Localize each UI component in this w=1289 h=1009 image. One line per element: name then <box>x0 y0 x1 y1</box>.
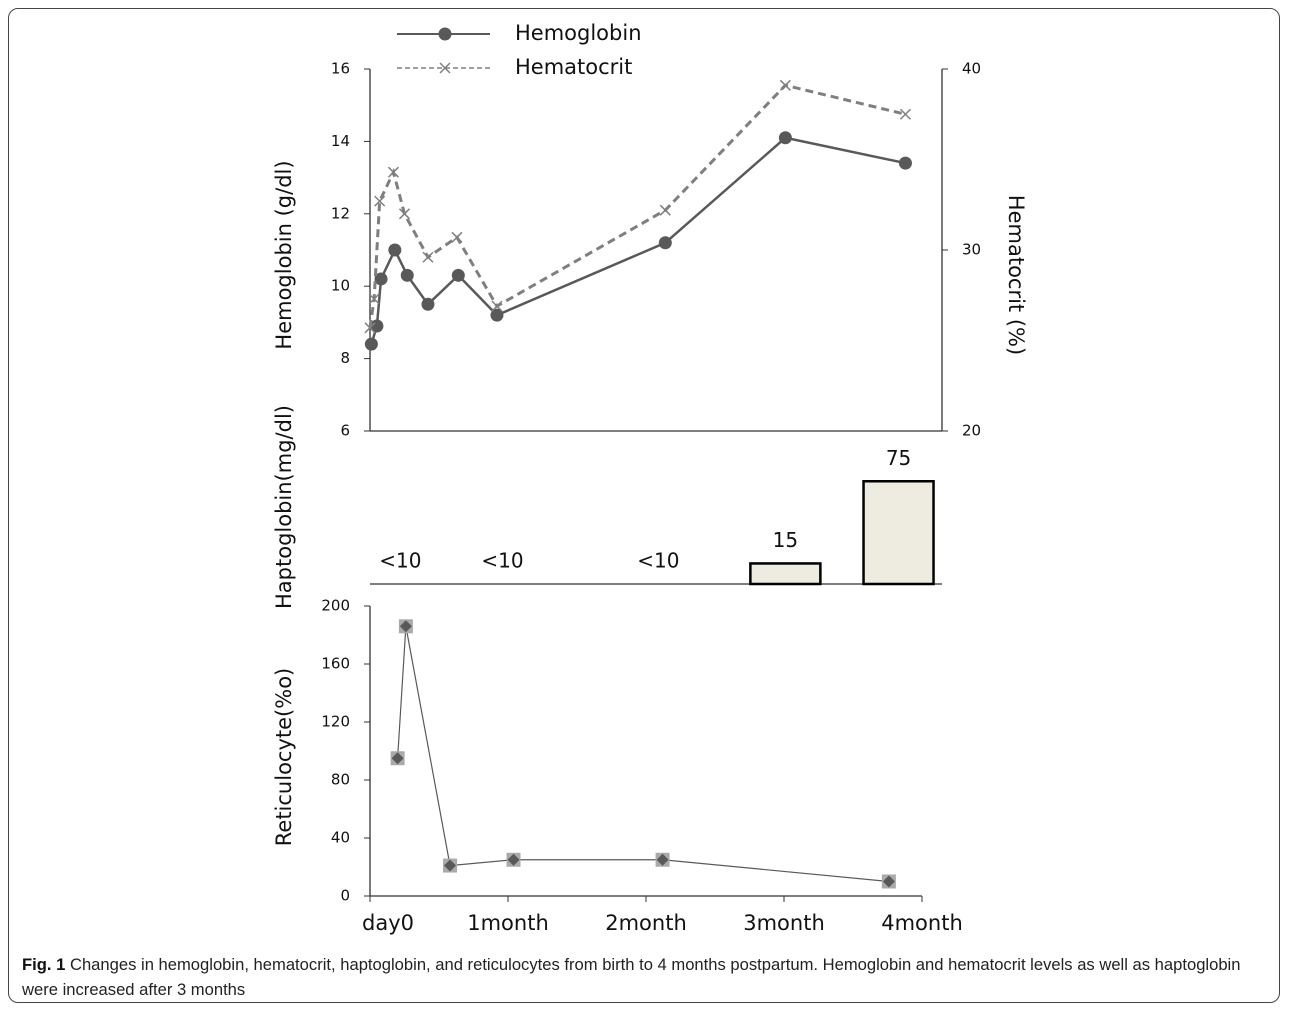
chart: 6 8 10 12 14 16 20 30 40 Hematocrit (%) Hemoglobin… <box>272 21 1028 935</box>
bar <box>862 480 935 586</box>
y-tick-label: 160 <box>321 655 350 673</box>
y-tick-label: 200 <box>321 597 350 615</box>
value-label: <10 <box>379 549 421 573</box>
x-tick-label: 4month <box>881 911 963 935</box>
point <box>490 308 504 322</box>
y-tick-label: 14 <box>331 132 350 150</box>
value-label: 75 <box>886 446 911 470</box>
y2-axis-title: Hematocrit (%) <box>1004 195 1028 355</box>
point <box>398 208 411 220</box>
value-label: <10 <box>637 549 679 573</box>
caption-label: Fig. 1 <box>22 955 66 974</box>
point <box>391 752 404 765</box>
legend-marker <box>439 62 451 74</box>
point <box>659 204 671 216</box>
point <box>451 268 465 282</box>
point <box>451 231 463 243</box>
y-tick-label: 0 <box>340 887 350 905</box>
point <box>374 195 386 207</box>
point <box>491 300 503 312</box>
y-tick-label: 80 <box>331 771 350 789</box>
y-tick-label: 6 <box>340 422 350 440</box>
y-tick-label: 40 <box>331 829 350 847</box>
series-line <box>397 626 889 883</box>
x-tick-label: 2month <box>605 911 687 935</box>
point <box>399 620 412 633</box>
series-line <box>368 83 906 329</box>
y-axis-title: Reticulocyte(%o) <box>272 668 296 847</box>
legend-label: Hematocrit <box>515 55 632 79</box>
y-axis-title: Hemoglobin (g/dl) <box>272 160 296 349</box>
value-label: 15 <box>773 528 798 552</box>
point <box>422 251 434 263</box>
point <box>882 875 895 888</box>
point <box>387 166 399 178</box>
y-tick-label: 8 <box>340 349 350 367</box>
point <box>364 337 378 351</box>
point <box>370 319 384 333</box>
legend-label: Hemoglobin <box>515 21 642 45</box>
point <box>898 156 912 170</box>
point <box>364 322 376 334</box>
point <box>444 859 457 872</box>
y-tick-label: 10 <box>331 277 350 295</box>
x-tick-label: 3month <box>743 911 825 935</box>
value-label: <10 <box>481 549 523 573</box>
point <box>388 243 402 257</box>
x-tick-label: 1month <box>467 911 549 935</box>
y-tick-label: 12 <box>331 204 350 222</box>
point <box>899 108 911 120</box>
caption: Fig. 1 Changes in hemoglobin, hematocrit… <box>22 952 1277 1002</box>
y2-tick-label: 40 <box>962 60 981 78</box>
y2-tick-label: 30 <box>962 241 981 259</box>
caption-text: Changes in hemoglobin, hematocrit, hapto… <box>22 955 1241 999</box>
legend-marker <box>438 27 452 41</box>
point <box>374 272 388 286</box>
point <box>421 297 435 311</box>
point <box>778 131 792 145</box>
point <box>658 236 672 250</box>
x-tick-label: day0 <box>362 911 414 935</box>
y-axis-title: Haptoglobin(mg/dl) <box>272 405 296 609</box>
y2-tick-label: 20 <box>962 422 981 440</box>
point <box>656 853 669 866</box>
point <box>368 293 380 305</box>
y-tick-label: 120 <box>321 713 350 731</box>
bar <box>749 562 822 586</box>
figure-frame <box>8 8 1280 1003</box>
point <box>400 268 414 282</box>
point <box>507 853 520 866</box>
y-tick-label: 16 <box>331 60 350 78</box>
point <box>779 79 791 91</box>
